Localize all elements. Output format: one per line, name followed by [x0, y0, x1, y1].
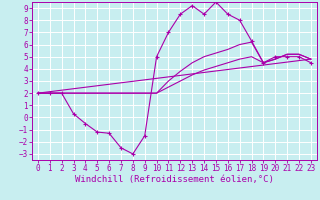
X-axis label: Windchill (Refroidissement éolien,°C): Windchill (Refroidissement éolien,°C): [75, 175, 274, 184]
